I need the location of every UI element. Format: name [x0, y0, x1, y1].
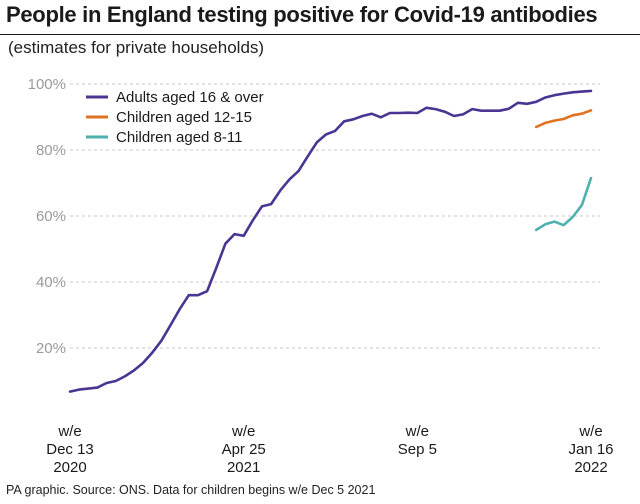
legend-label: Children aged 12-15: [116, 109, 252, 126]
legend: Adults aged 16 & over Children aged 12-15…: [86, 89, 264, 146]
x-tick-label: w/e: [231, 423, 255, 440]
x-tick-label: w/e: [405, 423, 429, 440]
x-tick-label: w/e: [578, 423, 602, 440]
x-tick-label: Jan 16: [568, 441, 613, 458]
source-footnote: PA graphic. Source: ONS. Data for childr…: [6, 483, 376, 497]
x-tick-label: 2021: [227, 459, 260, 476]
grid-lines: [70, 83, 600, 349]
chart-title: People in England testing positive for C…: [6, 2, 598, 27]
legend-label: Adults aged 16 & over: [116, 89, 264, 106]
y-tick-label: 100%: [28, 76, 66, 93]
title-divider: [0, 34, 640, 35]
y-tick-label: 20%: [36, 340, 66, 357]
y-axis-ticks: 20% 40% 60% 80% 100%: [28, 76, 66, 357]
y-tick-label: 80%: [36, 142, 66, 159]
x-tick-label: Dec 13: [46, 441, 94, 458]
x-tick-label: 2020: [53, 459, 86, 476]
chart-subtitle: (estimates for private households): [8, 38, 265, 57]
series-line-children-12-15: [534, 109, 593, 129]
legend-label: Children aged 8-11: [116, 129, 242, 146]
x-tick-label: Apr 25: [222, 441, 266, 458]
x-tick-label: 2022: [574, 459, 607, 476]
series-line-adults: [68, 89, 593, 393]
x-tick-label: Sep 5: [398, 441, 437, 458]
y-tick-label: 60%: [36, 208, 66, 225]
x-tick-label: w/e: [57, 423, 81, 440]
series-lines: [68, 89, 593, 393]
series-line-children-8-11: [534, 176, 593, 232]
y-tick-label: 40%: [36, 274, 66, 291]
